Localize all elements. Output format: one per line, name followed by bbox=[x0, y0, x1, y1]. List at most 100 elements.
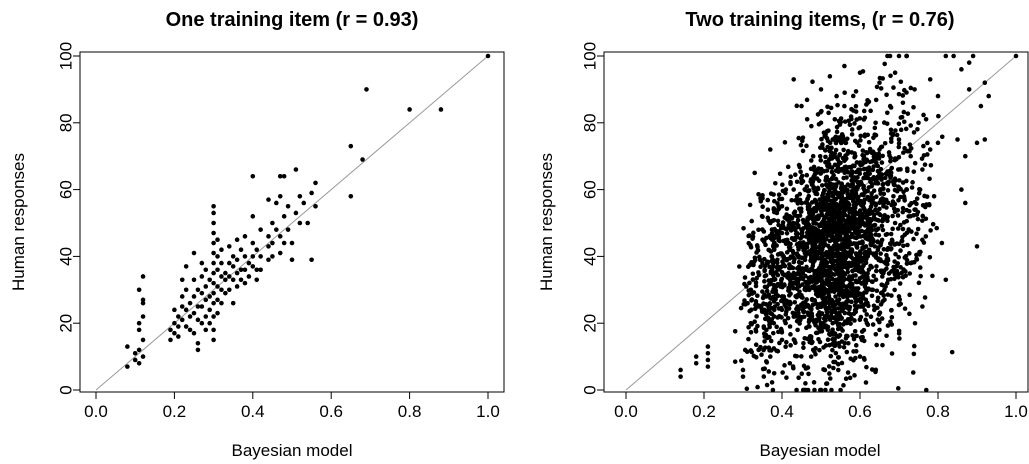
data-point bbox=[742, 298, 747, 303]
data-point bbox=[747, 280, 752, 286]
data-point bbox=[847, 235, 852, 240]
data-point bbox=[776, 329, 781, 335]
data-point bbox=[873, 253, 879, 259]
data-point bbox=[768, 354, 773, 359]
data-point bbox=[840, 279, 845, 285]
data-point bbox=[195, 317, 201, 323]
data-point bbox=[407, 107, 412, 112]
data-point bbox=[741, 226, 746, 231]
data-point bbox=[904, 207, 910, 213]
data-point bbox=[917, 265, 923, 270]
data-point bbox=[211, 300, 216, 306]
data-point bbox=[789, 283, 795, 289]
data-point bbox=[791, 187, 796, 192]
data-point bbox=[753, 306, 758, 312]
data-point bbox=[888, 241, 894, 247]
data-point bbox=[802, 250, 808, 256]
data-point bbox=[916, 190, 922, 196]
data-point bbox=[783, 344, 788, 350]
data-point bbox=[927, 77, 933, 82]
data-point bbox=[812, 172, 817, 178]
data-point bbox=[847, 277, 853, 283]
data-point bbox=[857, 167, 863, 172]
data-point bbox=[764, 312, 769, 318]
data-point bbox=[853, 355, 858, 361]
data-point bbox=[867, 146, 873, 152]
data-point bbox=[769, 380, 775, 385]
data-point bbox=[798, 169, 803, 175]
data-point bbox=[266, 257, 271, 263]
data-point bbox=[799, 200, 805, 206]
data-point bbox=[140, 337, 146, 343]
x-tick-label: 0.4 bbox=[770, 402, 794, 421]
data-point bbox=[845, 221, 851, 226]
data-point bbox=[815, 167, 821, 172]
data-point bbox=[816, 122, 822, 127]
data-point bbox=[823, 387, 828, 393]
data-point bbox=[845, 151, 850, 156]
data-point bbox=[211, 250, 216, 256]
data-point bbox=[811, 164, 817, 170]
data-point bbox=[852, 121, 857, 126]
data-point bbox=[250, 214, 256, 219]
data-point bbox=[769, 233, 775, 239]
data-point bbox=[879, 144, 885, 150]
data-point bbox=[861, 244, 866, 250]
data-point bbox=[893, 128, 898, 133]
data-point bbox=[895, 213, 901, 218]
data-point bbox=[832, 315, 837, 321]
y-axis-label: Human responses bbox=[9, 153, 28, 291]
data-point bbox=[896, 91, 902, 97]
data-points bbox=[678, 53, 1019, 393]
data-point bbox=[815, 312, 821, 318]
data-point bbox=[914, 196, 920, 201]
data-point bbox=[858, 335, 864, 340]
data-point bbox=[772, 277, 778, 282]
data-point bbox=[915, 226, 921, 232]
data-point bbox=[752, 170, 757, 176]
data-point bbox=[755, 293, 760, 299]
data-point bbox=[179, 304, 185, 309]
data-point bbox=[868, 314, 874, 319]
data-point bbox=[819, 311, 824, 317]
data-point bbox=[808, 158, 814, 163]
data-point bbox=[901, 109, 907, 115]
data-point bbox=[242, 254, 248, 259]
plot-frame bbox=[79, 51, 505, 393]
data-point bbox=[199, 320, 205, 326]
data-point bbox=[788, 181, 793, 187]
x-tick-label: 0.2 bbox=[163, 402, 187, 421]
data-point bbox=[794, 179, 800, 185]
data-point bbox=[864, 150, 869, 155]
data-point bbox=[125, 344, 130, 349]
data-point bbox=[863, 380, 869, 385]
data-point bbox=[749, 321, 754, 327]
diagonal-line bbox=[95, 55, 489, 391]
data-point bbox=[852, 318, 857, 323]
data-point bbox=[847, 375, 853, 381]
data-point bbox=[844, 175, 849, 180]
data-point bbox=[805, 196, 810, 202]
data-point bbox=[778, 281, 784, 286]
data-point bbox=[839, 132, 845, 137]
data-point bbox=[795, 279, 801, 284]
data-point bbox=[191, 277, 197, 283]
data-point bbox=[746, 240, 752, 246]
data-point bbox=[925, 140, 930, 146]
data-point bbox=[787, 324, 793, 329]
data-point bbox=[765, 335, 770, 341]
data-point bbox=[900, 205, 906, 211]
data-point bbox=[808, 314, 814, 320]
data-point bbox=[219, 287, 224, 293]
data-point bbox=[191, 330, 197, 336]
data-point bbox=[904, 257, 910, 263]
data-point bbox=[438, 107, 444, 112]
data-point bbox=[899, 270, 905, 276]
data-point bbox=[842, 103, 847, 109]
data-point bbox=[920, 213, 926, 219]
data-point bbox=[881, 293, 887, 298]
data-point bbox=[884, 121, 890, 126]
data-point bbox=[902, 198, 907, 203]
data-point bbox=[819, 212, 824, 218]
data-point bbox=[914, 212, 920, 217]
